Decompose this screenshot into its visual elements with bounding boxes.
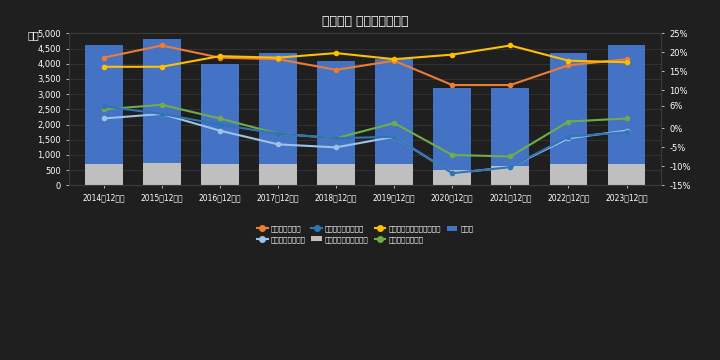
Y-axis label: 億円: 億円 [27, 30, 39, 40]
Bar [608, 164, 646, 185]
Bar [143, 39, 181, 185]
Legend: 売上高原価率本, 売上高営業利益本, 売上高当期純利益本, 販売費及び一般管理費, 販売費及び一般管理費比本, 売上高経常利益本, 売上高: 売上高原価率本, 売上高営業利益本, 売上高当期純利益本, 販売費及び一般管理費… [254, 223, 477, 246]
Bar [433, 170, 471, 185]
Bar [492, 88, 529, 185]
Bar [143, 163, 181, 185]
Bar [85, 45, 122, 185]
Title: 営業効率 財務指標・数値: 営業効率 財務指標・数値 [322, 15, 408, 28]
Bar [375, 59, 413, 185]
Bar [549, 53, 588, 185]
Bar [608, 45, 646, 185]
Bar [318, 164, 355, 185]
Bar [201, 164, 239, 185]
Bar [85, 164, 122, 185]
Bar [259, 53, 297, 185]
Bar [375, 164, 413, 185]
Bar [259, 164, 297, 185]
Bar [318, 61, 355, 185]
Bar [201, 64, 239, 185]
Bar [433, 88, 471, 185]
Bar [549, 164, 588, 185]
Bar [492, 166, 529, 185]
